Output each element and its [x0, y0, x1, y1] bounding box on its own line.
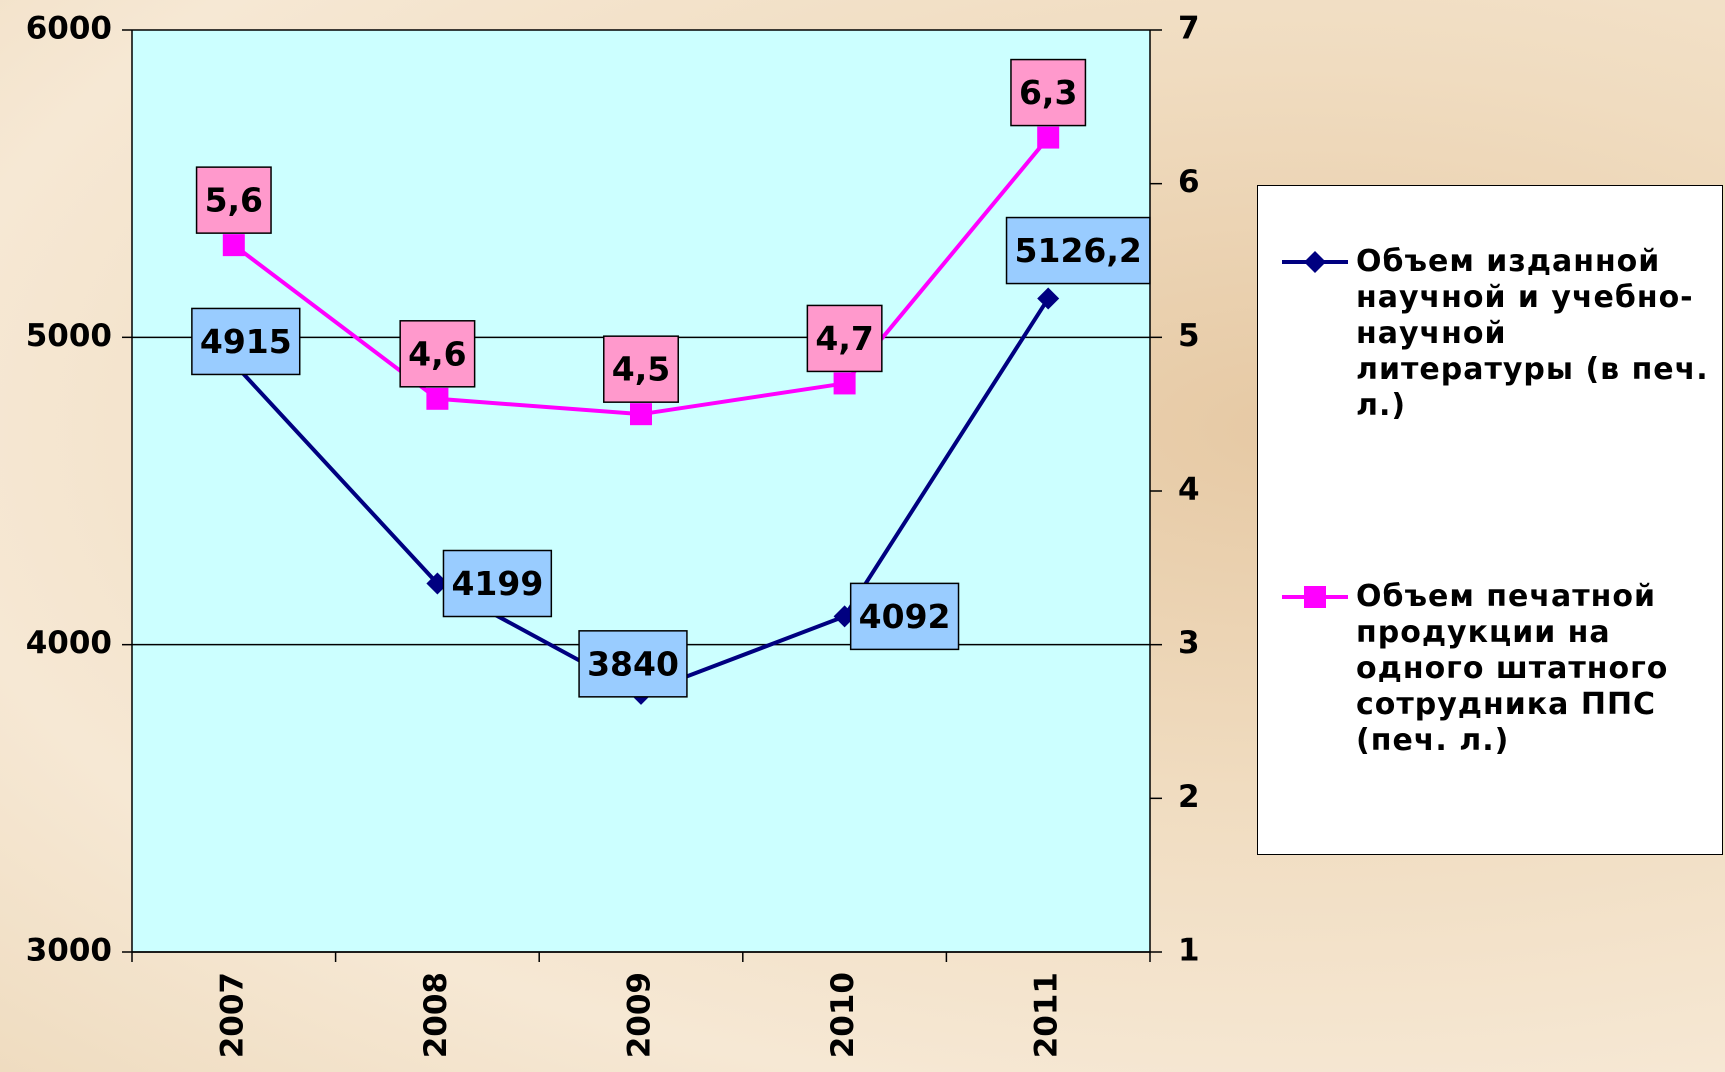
data-label: 4,7 [806, 304, 883, 373]
legend-entry: Объем печатной продукции на одного штатн… [1280, 579, 1720, 759]
plot-area [132, 30, 1150, 952]
legend-icon [1282, 586, 1348, 608]
marker [1037, 287, 1060, 310]
y-tick-label: 6000 [26, 11, 112, 47]
x-tick-label: 2010 [825, 972, 861, 1058]
data-label: 4915 [191, 307, 301, 376]
data-label-text: 5126,2 [1015, 231, 1142, 270]
y2-tick-label: 4 [1178, 472, 1200, 508]
data-label-box [806, 304, 883, 373]
y2-tick-label: 7 [1178, 11, 1200, 47]
marker [222, 234, 245, 257]
y-tick-label: 3000 [26, 933, 112, 969]
data-label-box [195, 166, 272, 234]
x-tick-label: 2008 [418, 972, 454, 1058]
data-label-text: 6,3 [1019, 73, 1077, 112]
legend: Объем изданной научной и учебно-научной … [1257, 185, 1723, 855]
data-label-text: 4,6 [408, 334, 466, 373]
data-label: 5126,2 [1005, 216, 1151, 285]
data-label: 4,5 [603, 335, 679, 403]
data-label: 4199 [442, 549, 553, 618]
data-label: 4092 [849, 582, 960, 651]
legend-marker [1304, 586, 1326, 608]
y-tick-label: 5000 [26, 318, 112, 354]
y2-tick-label: 5 [1178, 318, 1200, 354]
data-label: 6,3 [1010, 58, 1087, 127]
data-label-text: 4915 [200, 322, 292, 361]
data-label-box [191, 307, 301, 376]
data-label-box [603, 335, 679, 403]
legend-icon [1282, 251, 1348, 273]
data-label: 3840 [578, 630, 688, 698]
data-label: 5,6 [195, 166, 272, 234]
data-label-box [442, 549, 553, 618]
data-label-box [578, 630, 688, 698]
legend-marker [1304, 251, 1326, 273]
x-tick-label: 2009 [622, 972, 658, 1058]
data-label-box [849, 582, 960, 651]
data-label-box [399, 320, 476, 388]
data-label-box [1005, 216, 1151, 285]
y-tick-label: 4000 [26, 625, 112, 661]
marker [1037, 126, 1060, 149]
x-tick-label: 2007 [214, 972, 250, 1058]
y2-tick-label: 1 [1178, 933, 1200, 969]
data-label-text: 5,6 [205, 181, 263, 220]
data-label-text: 4199 [451, 564, 543, 603]
data-label: 4,6 [399, 320, 476, 388]
legend-entry: Объем изданной научной и учебно-научной … [1280, 244, 1720, 424]
marker [630, 403, 652, 426]
x-tick-label: 2011 [1029, 972, 1065, 1058]
y2-tick-label: 6 [1178, 164, 1200, 200]
y2-tick-label: 3 [1178, 625, 1200, 661]
marker [833, 372, 856, 395]
marker [426, 387, 449, 410]
data-label-text: 4092 [859, 597, 951, 636]
data-label-text: 4,5 [612, 350, 670, 389]
data-label-box [1010, 58, 1087, 127]
data-label-text: 3840 [587, 644, 679, 683]
legend-label: Объем печатной продукции на одного штатн… [1356, 579, 1669, 758]
y2-tick-label: 2 [1178, 779, 1200, 815]
legend-label: Объем изданной научной и учебно-научной … [1356, 244, 1709, 423]
data-label-text: 4,7 [815, 319, 873, 358]
